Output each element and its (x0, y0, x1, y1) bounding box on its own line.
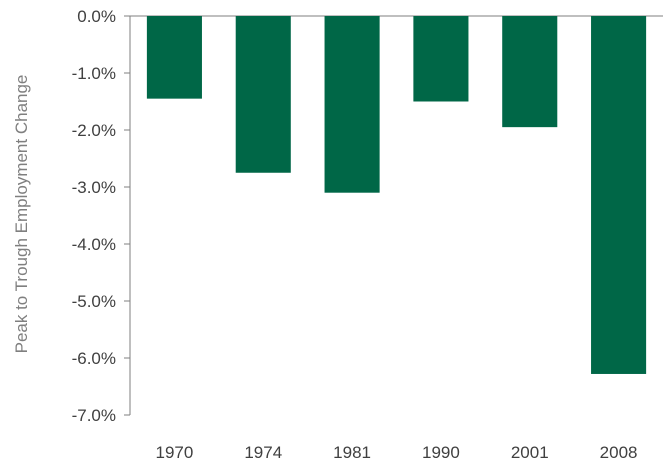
y-tick-label: -7.0% (72, 406, 116, 425)
bar-2008 (591, 16, 647, 374)
x-tick-label: 2001 (511, 443, 549, 462)
y-axis-title: Peak to Trough Employment Change (12, 75, 31, 354)
y-tick-label: -1.0% (72, 64, 116, 83)
y-axis: 0.0% -1.0% -2.0% -3.0% -4.0% -5.0% -6.0% -7.0% (72, 7, 663, 425)
x-tick-label: 1990 (422, 443, 460, 462)
x-tick-label: 2008 (600, 443, 638, 462)
y-tick-label: -2.0% (72, 121, 116, 140)
y-tick-label: -6.0% (72, 349, 116, 368)
bar-1974 (235, 16, 291, 173)
x-tick-label: 1981 (333, 443, 371, 462)
x-tick-label: 1974 (244, 443, 282, 462)
y-tick-label: -4.0% (72, 235, 116, 254)
y-tick-label: 0.0% (77, 7, 116, 26)
y-tick-label: -5.0% (72, 292, 116, 311)
bar-1970 (146, 16, 202, 99)
bar-1981 (324, 16, 380, 193)
bars (146, 16, 647, 374)
bar-1990 (413, 16, 469, 102)
x-axis: 1970 1974 1981 1990 2001 2008 (156, 443, 638, 462)
bar-2001 (502, 16, 558, 128)
x-tick-label: 1970 (156, 443, 194, 462)
y-tick-label: -3.0% (72, 178, 116, 197)
